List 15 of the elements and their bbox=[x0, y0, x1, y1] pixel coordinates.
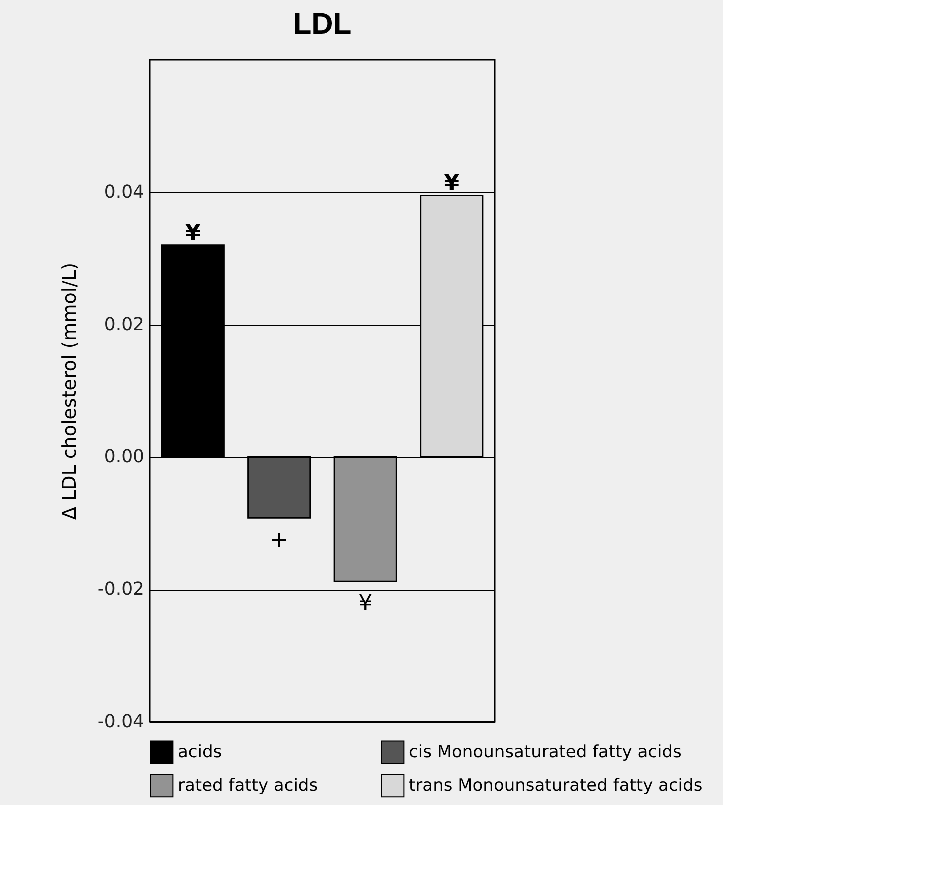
annotation: ¥ bbox=[358, 592, 373, 617]
y-tick-label: 0.00 bbox=[104, 446, 144, 468]
y-tick-label: -0.04 bbox=[98, 712, 144, 732]
chart-title: LDL bbox=[293, 8, 352, 41]
y-axis-title: Δ LDL cholesterol (mmol/L) bbox=[58, 262, 81, 520]
annotation: ¥ bbox=[444, 172, 460, 197]
annotation: + bbox=[270, 528, 289, 554]
legend-label: acids bbox=[178, 742, 222, 762]
legend-label: rated fatty acids bbox=[178, 776, 318, 796]
y-tick-label: -0.02 bbox=[98, 579, 144, 600]
annotation: ¥ bbox=[185, 221, 202, 246]
legend-label: cis Monounsaturated fatty acids bbox=[409, 742, 682, 762]
legend-label: trans Monounsaturated fatty acids bbox=[409, 776, 703, 796]
y-tick-label: 0.02 bbox=[104, 314, 144, 336]
y-tick-label: 0.04 bbox=[104, 182, 144, 203]
